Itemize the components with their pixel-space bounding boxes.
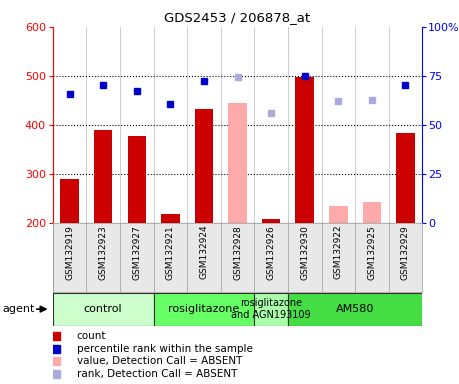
Text: count: count <box>77 331 106 341</box>
Text: GSM132919: GSM132919 <box>65 225 74 280</box>
Text: GSM132928: GSM132928 <box>233 225 242 280</box>
Text: GSM132924: GSM132924 <box>200 225 208 280</box>
Bar <box>161 214 179 223</box>
Text: GSM132929: GSM132929 <box>401 225 410 280</box>
Title: GDS2453 / 206878_at: GDS2453 / 206878_at <box>164 11 311 24</box>
Text: rank, Detection Call = ABSENT: rank, Detection Call = ABSENT <box>77 369 237 379</box>
Text: GSM132923: GSM132923 <box>99 225 108 280</box>
Bar <box>296 77 314 223</box>
Bar <box>228 103 247 223</box>
Text: control: control <box>84 304 123 314</box>
Text: GSM132921: GSM132921 <box>166 225 175 280</box>
Text: GSM132926: GSM132926 <box>267 225 275 280</box>
Bar <box>53 293 154 326</box>
Bar <box>94 130 112 223</box>
Text: value, Detection Call = ABSENT: value, Detection Call = ABSENT <box>77 356 242 366</box>
Text: rosiglitazone
and AGN193109: rosiglitazone and AGN193109 <box>231 298 311 320</box>
Bar <box>60 179 79 223</box>
Bar <box>154 293 254 326</box>
Bar <box>329 205 347 223</box>
Text: rosiglitazone: rosiglitazone <box>168 304 240 314</box>
Bar <box>363 202 381 223</box>
Bar <box>396 133 415 223</box>
Bar <box>195 109 213 223</box>
Text: GSM132922: GSM132922 <box>334 225 343 280</box>
Bar <box>288 293 422 326</box>
Bar <box>128 136 146 223</box>
Text: AM580: AM580 <box>336 304 374 314</box>
Text: percentile rank within the sample: percentile rank within the sample <box>77 344 252 354</box>
Text: agent: agent <box>2 304 35 314</box>
Text: GSM132930: GSM132930 <box>300 225 309 280</box>
Text: GSM132927: GSM132927 <box>132 225 141 280</box>
Bar <box>262 219 280 223</box>
Bar <box>254 293 288 326</box>
Text: GSM132925: GSM132925 <box>367 225 376 280</box>
